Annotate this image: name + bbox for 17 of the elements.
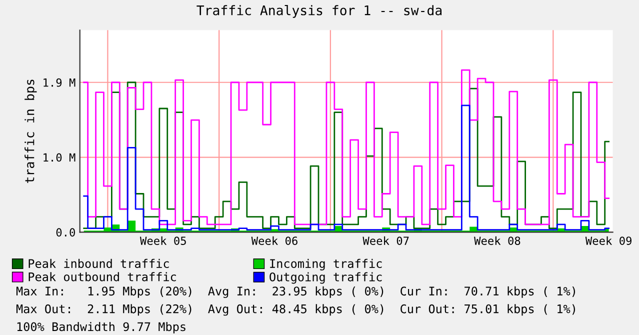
text: 100% Bandwidth 9.77 Mbps: [17, 322, 186, 334]
y-tick-label: 1.9 M: [44, 78, 76, 87]
y-tick-label: 1.0 M: [44, 153, 76, 162]
legend-label: Peak outbound traffic: [28, 272, 176, 282]
x-tick-label: Week 09: [585, 236, 632, 245]
text: Max In: 1.95 Mbps (20%) Avg In: 23.95 kbps ( 0%) Cur In: 70.71 kbps ( 1%): [16, 286, 576, 298]
x-tick-label: Week 07: [362, 236, 409, 245]
legend-label: Peak inbound traffic: [28, 258, 169, 268]
text: Max Out: 2.11 Mbps (22%) Avg Out: 48.45 kbps ( 0%) Cur Out: 75.01 kbps ( 1%): [16, 304, 576, 316]
x-tick-label: Week 05: [140, 236, 186, 245]
chart-title: Traffic Analysis for 1 -- sw-da: [196, 5, 442, 18]
y-axis-title: traffic in bps: [24, 80, 37, 184]
x-tick-label: Week 08: [474, 236, 520, 245]
x-tick-label: Week 06: [251, 236, 298, 245]
legend-label: Outgoing traffic: [270, 272, 382, 284]
y-tick-label: 0.0: [56, 228, 75, 237]
legend-label: Incoming traffic: [270, 258, 382, 270]
